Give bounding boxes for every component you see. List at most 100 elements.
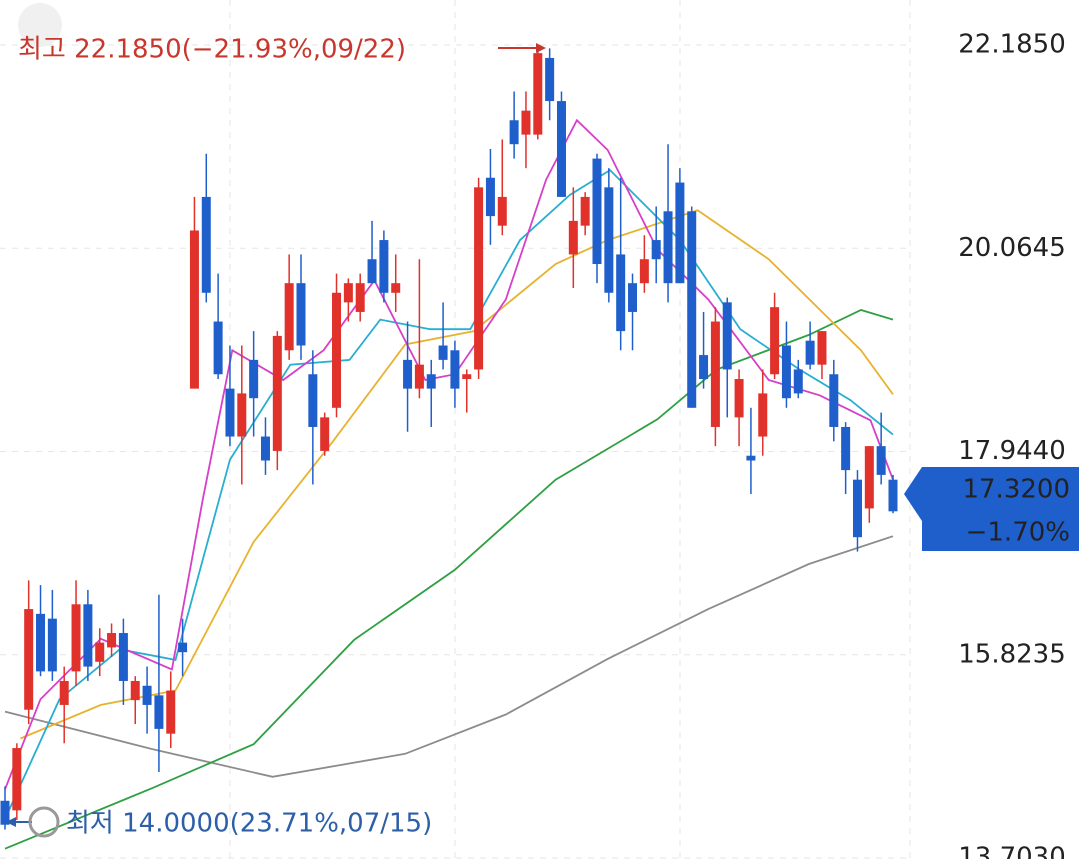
candle-body	[817, 331, 827, 365]
candle-body	[556, 101, 566, 197]
high-annotation: 최고 22.1850(−21.93%,09/22)	[18, 3, 546, 65]
candle-body	[852, 479, 862, 538]
candle-body	[580, 196, 590, 226]
candle-body	[876, 446, 886, 475]
zoom-icon	[28, 806, 60, 838]
price-tag-bg	[904, 467, 1079, 551]
candle-body	[533, 53, 543, 135]
candle-body	[770, 307, 780, 375]
candle-body	[166, 690, 176, 734]
high-arrowhead	[536, 43, 546, 53]
candle-body	[343, 283, 353, 303]
candle-body	[107, 633, 117, 648]
candle-body	[189, 230, 199, 389]
candle-body	[0, 800, 10, 825]
candle-body	[639, 259, 649, 284]
low-label: 최저 14.0000(23.71%,07/15)	[66, 809, 432, 839]
candle-body	[213, 321, 223, 375]
candle-body	[734, 379, 744, 418]
candle-body	[332, 292, 342, 408]
candle-body	[710, 321, 720, 427]
candle-body	[675, 182, 685, 284]
candle-body	[83, 604, 93, 667]
low-arrowhead	[6, 817, 16, 827]
candle-body	[154, 695, 164, 729]
candle-body	[746, 455, 756, 461]
y-tick-label: 15.8235	[958, 639, 1066, 669]
candle-body	[687, 211, 697, 408]
price-tag: 17.3200 −1.70%	[904, 467, 1079, 551]
candle-body	[450, 350, 460, 389]
low-annotation: 최저 14.0000(23.71%,07/15)	[6, 806, 432, 839]
candle-body	[36, 613, 46, 672]
candle-body	[367, 259, 377, 284]
candle-body	[616, 254, 626, 332]
candle-body	[521, 110, 531, 135]
candle-body	[142, 685, 152, 705]
candle-body	[888, 479, 898, 512]
candle-body	[284, 283, 294, 351]
candle-body	[272, 335, 282, 451]
candle-body	[426, 374, 436, 389]
candle-body	[841, 426, 851, 471]
candle-body	[391, 283, 401, 293]
candle-body	[47, 618, 57, 672]
y-tick-label: 20.0645	[958, 233, 1066, 263]
candle-body	[545, 57, 555, 102]
candle-body	[95, 642, 105, 662]
zoom-icon-bg	[18, 3, 62, 47]
y-tick-label: 17.9440	[958, 436, 1066, 466]
candle-body	[130, 680, 140, 701]
candle-body	[663, 211, 673, 284]
candle-body	[462, 374, 472, 380]
candle-body	[699, 355, 709, 380]
high-label: 최고 22.1850(−21.93%,09/22)	[18, 35, 406, 65]
candle-body	[781, 345, 791, 399]
candle-body	[592, 158, 602, 265]
candles	[0, 45, 898, 830]
candle-body	[12, 748, 22, 811]
candle-body	[497, 196, 507, 226]
moving-averages	[4, 118, 894, 850]
vertical-grid	[229, 0, 911, 859]
candle-body	[178, 642, 188, 653]
candle-body	[355, 283, 365, 312]
candle-body	[485, 177, 495, 217]
candle-body	[24, 609, 34, 710]
candle-body	[651, 240, 661, 260]
candle-body	[864, 446, 874, 509]
ma-line	[4, 168, 894, 820]
candle-body	[414, 364, 424, 389]
candle-body	[118, 633, 128, 681]
candle-body	[758, 393, 768, 437]
ma-line	[20, 209, 894, 740]
candle-body	[296, 283, 306, 346]
candle-body	[308, 374, 318, 427]
candle-body	[474, 187, 484, 370]
y-tick-label: 22.1850	[958, 30, 1066, 60]
ma-line	[4, 309, 894, 850]
candle-body	[379, 240, 389, 293]
candle-body	[225, 388, 235, 437]
candle-body	[438, 345, 448, 360]
candle-body	[59, 680, 69, 705]
grid	[0, 44, 910, 859]
candle-body	[604, 187, 614, 293]
candle-body	[628, 283, 638, 312]
candle-body	[320, 417, 330, 451]
last-price: 17.3200	[962, 475, 1070, 505]
candle-body	[71, 604, 81, 672]
candle-body	[403, 359, 413, 389]
candle-body	[201, 196, 211, 293]
candle-body	[568, 220, 578, 255]
candle-body	[260, 436, 270, 461]
candle-body	[829, 374, 839, 427]
change: −1.70%	[966, 518, 1070, 548]
candle-body	[722, 302, 732, 370]
candle-body	[805, 340, 815, 365]
y-axis: 22.1850 20.0645 17.9440 15.8235 13.7030	[958, 30, 1066, 859]
candle-body	[249, 359, 259, 399]
y-tick-label: 13.7030	[958, 843, 1066, 859]
candle-body	[237, 393, 247, 437]
